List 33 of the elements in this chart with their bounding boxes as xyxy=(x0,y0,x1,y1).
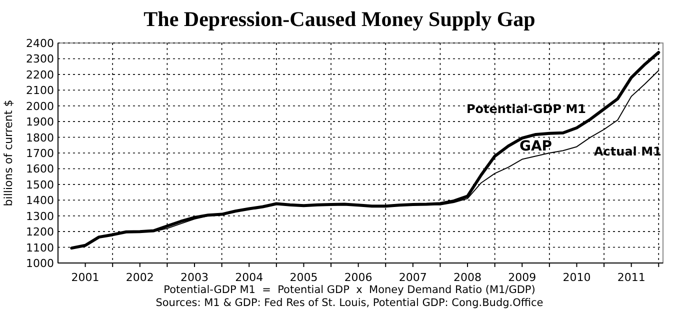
x-tick-label: 2003 xyxy=(180,271,209,284)
series-label: Potential-GDP M1 xyxy=(466,102,586,116)
y-tick-label: 1100 xyxy=(26,241,54,254)
series-label: Actual M1 xyxy=(594,144,662,158)
x-tick-label: 2005 xyxy=(290,271,318,284)
y-tick-label: 2300 xyxy=(26,52,54,66)
x-tick-label: 2007 xyxy=(398,271,427,284)
y-tick-label: 2400 xyxy=(26,37,54,50)
y-tick-label: 1000 xyxy=(26,257,54,270)
annotation: GAP xyxy=(519,138,552,154)
y-tick-label: 1200 xyxy=(26,226,54,239)
x-tick-label: 2002 xyxy=(126,271,154,284)
y-tick-label: 2200 xyxy=(26,68,54,82)
x-tick-label: 2011 xyxy=(617,271,646,284)
y-tick-label: 2000 xyxy=(26,100,54,113)
y-tick-label: 1700 xyxy=(26,147,54,160)
x-tick-label: 2004 xyxy=(235,271,264,284)
y-tick-label: 1400 xyxy=(26,194,54,208)
text: Potential-GDP M1 = Potential GDP x Money Demand Ratio (M1/GDP) xyxy=(164,284,536,296)
x-tick-label: 2006 xyxy=(344,271,372,284)
y-axis-title: billions of current $ xyxy=(2,100,15,206)
x-tick-label: 2009 xyxy=(508,271,536,284)
chart-title: The Depression-Caused Money Supply Gap xyxy=(144,7,536,31)
x-tick-label: 2010 xyxy=(562,271,591,284)
source-note: Sources: M1 & GDP: Fed Res of St. Louis, Potential GDP: Cong.Budg.Office xyxy=(156,297,544,309)
y-tick-label: 2100 xyxy=(26,84,54,98)
y-tick-label: 1600 xyxy=(26,162,54,176)
y-tick-label: 1900 xyxy=(26,116,54,129)
y-tick-label: 1500 xyxy=(26,178,54,192)
x-tick-label: 2001 xyxy=(71,271,100,284)
y-tick-label: 1800 xyxy=(26,131,54,144)
y-tick-label: 1300 xyxy=(26,210,54,223)
x-tick-label: 2008 xyxy=(454,271,482,284)
